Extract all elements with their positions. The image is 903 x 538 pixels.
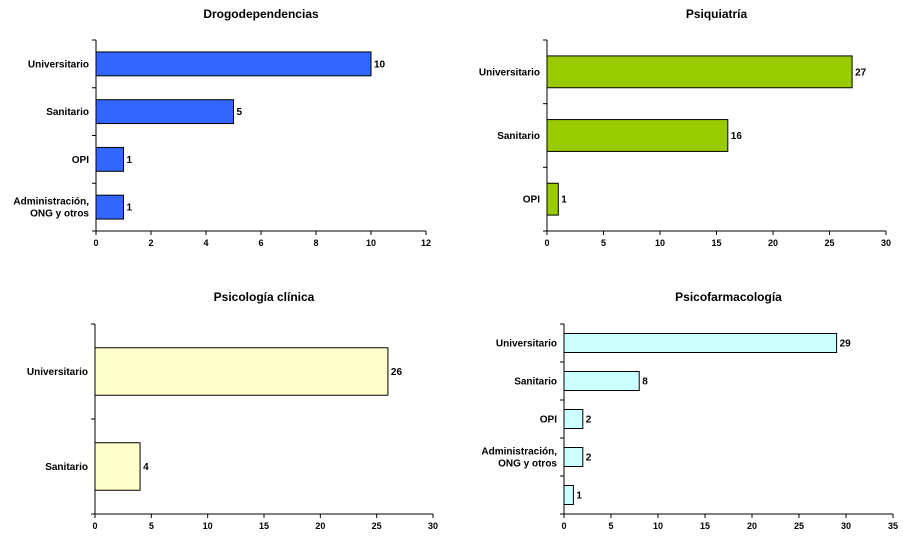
chart-1: Drogodependencias 0 2 4 6 8 10 12 10 Universitari… [13, 7, 431, 248]
chart-3: Psicología clínica 0 5 10 15 20 25 30 26 Universi… [27, 290, 438, 531]
x-tick-label: 25 [372, 521, 382, 531]
chart-title: Psicofarmacología [675, 290, 782, 304]
bar [546, 55, 853, 89]
data-label: 1 [127, 203, 133, 214]
x-tick-label: 0 [544, 238, 549, 248]
category-label: OPI [72, 155, 89, 166]
x-tick-label: 30 [841, 521, 851, 531]
x-tick-label: 0 [92, 521, 97, 531]
bar [546, 119, 729, 152]
category-label: Universitario [27, 367, 88, 378]
category-label: Universitario [28, 59, 89, 70]
x-tick-label: 10 [653, 521, 663, 531]
x-tick-label: 12 [421, 238, 431, 248]
data-label: 29 [840, 339, 852, 350]
category-label: Sanitario [45, 462, 88, 473]
x-tick-label: 10 [203, 521, 213, 531]
category-label: Universitario [496, 339, 557, 350]
category-label: Universitario [479, 67, 540, 78]
data-label: 1 [127, 155, 133, 166]
data-label: 2 [586, 415, 592, 426]
x-tick-label: 20 [315, 521, 325, 531]
x-tick-label: 15 [711, 238, 721, 248]
x-tick-label: 5 [149, 521, 154, 531]
bar [95, 99, 234, 125]
category-label: Administración, [13, 197, 89, 208]
bar [563, 447, 584, 467]
bar [546, 182, 559, 216]
x-tick-label: 20 [768, 238, 778, 248]
x-tick-label: 20 [747, 521, 757, 531]
chart-title: Drogodependencias [203, 7, 319, 21]
bar [95, 146, 124, 172]
x-tick-label: 10 [655, 238, 665, 248]
data-label: 26 [391, 367, 403, 378]
data-label: 1 [576, 491, 582, 502]
category-label: Sanitario [514, 377, 557, 388]
bar [563, 371, 640, 391]
bar [95, 194, 124, 220]
x-tick-label: 8 [313, 238, 318, 248]
x-tick-label: 15 [700, 521, 710, 531]
x-tick-label: 0 [561, 521, 566, 531]
x-tick-label: 6 [258, 238, 263, 248]
category-label: Administración, [481, 447, 557, 458]
bar [95, 51, 372, 77]
x-tick-label: 25 [794, 521, 804, 531]
x-tick-label: 30 [428, 521, 438, 531]
chart-2: Psiquiatría 0 5 10 15 20 25 30 27 Universitario 16… [479, 7, 891, 248]
data-label: 16 [731, 131, 743, 142]
category-label: Sanitario [497, 131, 540, 142]
bar [563, 409, 584, 429]
data-label: 8 [642, 377, 648, 388]
bar [94, 347, 389, 396]
x-tick-label: 10 [366, 238, 376, 248]
x-tick-label: 25 [824, 238, 834, 248]
data-label: 2 [586, 453, 592, 464]
x-tick-label: 15 [259, 521, 269, 531]
x-tick-label: 4 [203, 238, 208, 248]
category-label: Sanitario [46, 107, 89, 118]
bar [563, 485, 574, 505]
x-tick-label: 0 [93, 238, 98, 248]
data-label: 5 [237, 107, 243, 118]
category-label: OPI [523, 195, 540, 206]
x-tick-label: 35 [888, 521, 898, 531]
data-label: 10 [374, 59, 386, 70]
bar [563, 333, 838, 353]
x-tick-label: 5 [601, 238, 606, 248]
category-label: OPI [540, 415, 557, 426]
x-tick-label: 30 [881, 238, 891, 248]
data-label: 4 [143, 462, 149, 473]
data-label: 27 [855, 67, 867, 78]
x-tick-label: 5 [608, 521, 613, 531]
x-tick-label: 2 [148, 238, 153, 248]
chart-4: Psicofarmacología 0 5 10 15 20 25 30 35 29 Univers… [481, 290, 898, 531]
category-label: ONG y otros [498, 459, 557, 470]
category-label: ONG y otros [30, 209, 89, 220]
chart-title: Psiquiatría [686, 7, 748, 21]
data-label: 1 [561, 195, 567, 206]
chart-title: Psicología clínica [214, 290, 315, 304]
bar [94, 442, 141, 491]
